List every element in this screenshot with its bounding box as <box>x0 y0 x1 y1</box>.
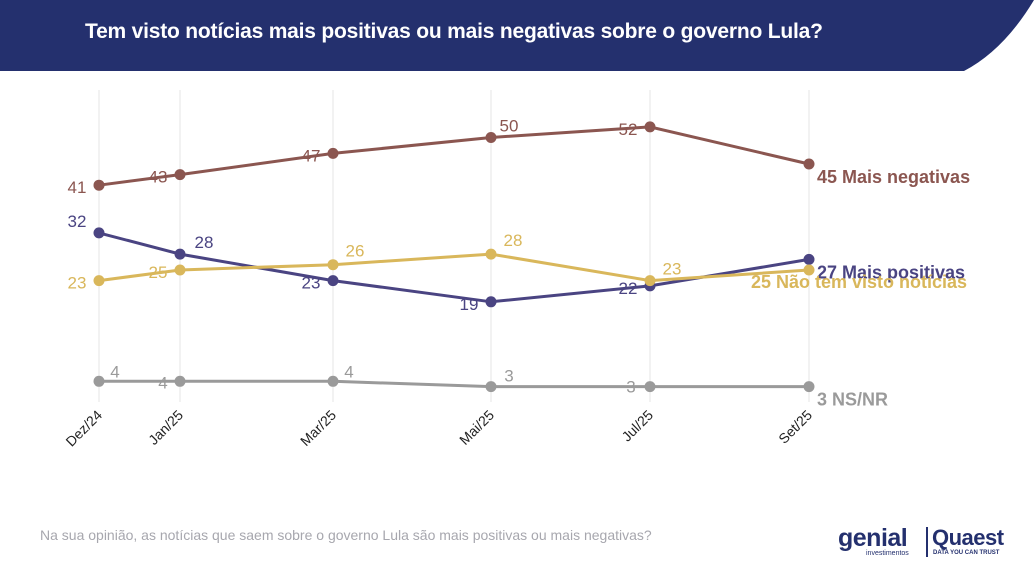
x-tick-label: Jul/25 <box>618 407 656 445</box>
series-line <box>98 231 810 304</box>
data-label: 23 <box>302 274 321 293</box>
data-label: 23 <box>663 260 682 279</box>
x-axis: Dez/24 Jan/25 Mar/25 Mai/25 Jul/25 Set/25 <box>62 407 815 450</box>
data-point <box>327 147 339 159</box>
genial-logo-sub: investimentos <box>866 550 909 557</box>
series-end-label: 3 NS/NR <box>817 390 888 410</box>
data-label: 4 <box>344 362 353 381</box>
data-point <box>93 375 105 387</box>
series-end-label: 45 Mais negativas <box>817 167 970 187</box>
data-point <box>174 169 186 181</box>
data-point <box>644 275 656 287</box>
data-label: 50 <box>500 117 519 136</box>
data-point <box>327 275 339 287</box>
data-label: 19 <box>460 295 479 314</box>
data-point <box>485 248 497 260</box>
data-label: 43 <box>149 168 168 187</box>
series-line <box>98 252 810 283</box>
data-point <box>485 132 497 143</box>
page-title: Tem visto notícias mais positivas ou mai… <box>85 20 823 43</box>
data-point <box>485 296 497 308</box>
data-label: 47 <box>302 146 321 165</box>
logos: genial investimentos Quaest DATA YOU CAN… <box>838 522 1018 562</box>
data-label: 3 <box>626 378 635 397</box>
data-point <box>803 158 815 170</box>
x-tick-label: Mar/25 <box>297 407 339 449</box>
data-point <box>485 381 497 393</box>
header-bar <box>0 0 1034 71</box>
data-point <box>644 381 656 393</box>
x-tick-label: Jan/25 <box>145 407 186 448</box>
data-point <box>174 375 186 387</box>
x-tick-label: Mai/25 <box>456 407 497 448</box>
header-swoosh <box>964 0 1034 71</box>
data-label: 52 <box>619 120 638 139</box>
data-point <box>803 264 815 276</box>
data-point <box>93 179 105 191</box>
grid-lines <box>98 90 810 402</box>
data-point <box>803 381 815 393</box>
series-end-label: 27 Mais positivas <box>817 262 965 282</box>
data-point <box>174 248 186 260</box>
data-label: 4 <box>158 373 167 392</box>
logo-divider <box>926 527 928 557</box>
data-point <box>644 121 656 133</box>
data-point <box>174 264 186 276</box>
series-line <box>98 125 810 187</box>
data-label: 28 <box>504 231 523 250</box>
data-label: 41 <box>68 178 87 197</box>
data-label: 26 <box>346 242 365 261</box>
series-layer <box>93 121 815 393</box>
data-label: 22 <box>619 279 638 298</box>
data-label: 3 <box>504 367 513 386</box>
data-label: 4 <box>110 362 119 381</box>
data-label: 23 <box>68 274 87 293</box>
quaest-tagline: DATA YOU CAN TRUST <box>933 550 1000 556</box>
data-point <box>93 227 105 239</box>
footnote: Na sua opinião, as notícias que saem sob… <box>40 527 652 543</box>
data-label: 28 <box>195 233 214 252</box>
series-line <box>99 379 809 389</box>
x-tick-label: Dez/24 <box>62 407 105 450</box>
data-point <box>327 375 339 387</box>
quaest-logo: Quaest <box>932 525 1004 550</box>
data-point <box>327 259 339 271</box>
data-label: 32 <box>68 212 87 231</box>
data-point <box>803 253 815 265</box>
data-point <box>93 275 105 287</box>
data-label: 25 <box>149 263 168 282</box>
series-end-label: 25 Não tem visto notícias <box>751 272 967 292</box>
genial-logo: genial <box>838 524 908 552</box>
x-tick-label: Set/25 <box>775 407 815 447</box>
